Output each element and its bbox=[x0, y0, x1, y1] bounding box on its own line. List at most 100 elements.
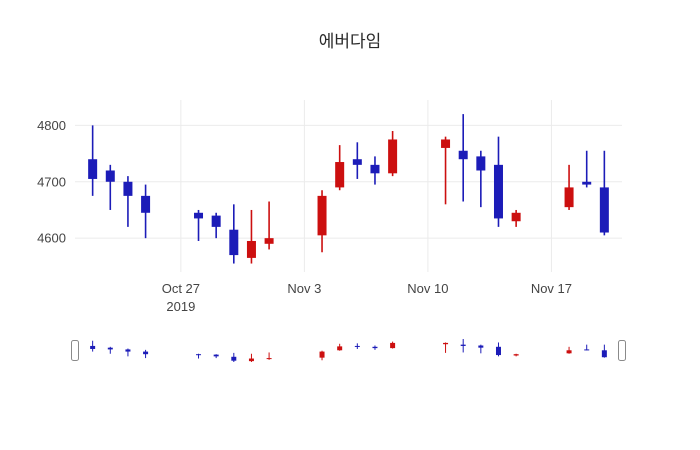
rangeslider-candlestick bbox=[266, 352, 272, 360]
rangeslider-candle-body bbox=[266, 358, 272, 360]
candlestick[interactable] bbox=[335, 145, 345, 191]
rangeslider-candlestick bbox=[143, 349, 149, 359]
candle-body bbox=[441, 139, 451, 148]
candle-body bbox=[88, 159, 98, 179]
rangeslider-candle-body bbox=[390, 342, 396, 349]
rangeslider-candle-body bbox=[354, 345, 360, 347]
rangeslider-candlestick bbox=[319, 350, 325, 361]
x-tick-label: Nov 3 bbox=[287, 281, 321, 296]
candlestick[interactable] bbox=[458, 114, 468, 202]
candle-body bbox=[476, 156, 486, 171]
candlestick[interactable] bbox=[123, 176, 133, 227]
rangeslider-candlestick bbox=[248, 353, 254, 362]
candle-body bbox=[582, 181, 592, 185]
rangeslider-candlestick bbox=[354, 343, 360, 349]
candlestick[interactable] bbox=[264, 201, 274, 250]
rangeslider-candlestick bbox=[90, 340, 96, 352]
rangeslider[interactable] bbox=[71, 339, 626, 362]
rangeslider-candlestick bbox=[478, 344, 484, 354]
candle-body bbox=[388, 139, 398, 174]
rangeslider-handle-left[interactable] bbox=[71, 340, 79, 361]
candlestick[interactable] bbox=[317, 190, 327, 253]
rangeslider-candle-body bbox=[196, 354, 202, 356]
candlestick[interactable] bbox=[352, 142, 362, 179]
rangeslider-candle-body bbox=[90, 345, 96, 349]
candlestick[interactable] bbox=[141, 184, 151, 239]
rangeslider-candlestick bbox=[460, 339, 466, 353]
candle-body bbox=[370, 164, 380, 174]
candle-body bbox=[352, 159, 362, 165]
rangeslider-candlestick bbox=[337, 343, 343, 351]
rangeslider-candlestick bbox=[513, 353, 519, 357]
rangeslider-candlestick bbox=[107, 346, 113, 354]
candlestick[interactable] bbox=[246, 209, 256, 264]
axis-labels: 4600 4700 4800 Oct 27 2019 Nov 3 Nov 10 Nov 17 bbox=[37, 118, 572, 314]
candle-body bbox=[246, 240, 256, 258]
rangeslider-candlestick bbox=[372, 345, 378, 350]
rangeslider-handle-right[interactable] bbox=[618, 340, 626, 361]
chart-title: 에버다임 bbox=[319, 32, 382, 51]
rangeslider-candlestick bbox=[125, 348, 131, 357]
candlestick[interactable] bbox=[564, 164, 574, 210]
candle-body bbox=[141, 195, 151, 213]
candlestick[interactable] bbox=[582, 150, 592, 188]
rangeslider-candle-body bbox=[460, 344, 466, 346]
candle-body bbox=[264, 238, 274, 244]
candlestick[interactable] bbox=[211, 212, 221, 239]
rangeslider-candlestick bbox=[231, 352, 237, 362]
rangeslider-candle-body bbox=[372, 346, 378, 349]
candle-body bbox=[229, 229, 239, 256]
candle-body bbox=[458, 150, 468, 160]
rangeslider-candle-body bbox=[143, 351, 149, 355]
candlestick[interactable] bbox=[370, 156, 380, 185]
x-tick-year-label: 2019 bbox=[166, 299, 195, 314]
rangeslider-candle-body bbox=[319, 351, 325, 358]
candle-body bbox=[564, 187, 574, 208]
y-tick-label: 4800 bbox=[37, 118, 66, 133]
candle-body bbox=[123, 181, 133, 196]
rangeslider-candle-body bbox=[601, 350, 607, 358]
candlestick[interactable] bbox=[388, 131, 398, 177]
candlestick[interactable] bbox=[88, 125, 98, 196]
rangeslider-candle-body bbox=[566, 350, 572, 354]
y-tick-label: 4700 bbox=[37, 174, 66, 189]
rangeslider-candlestick bbox=[443, 342, 449, 353]
rangeslider-candlestick bbox=[196, 353, 202, 359]
x-tick-label: Oct 27 bbox=[162, 281, 200, 296]
rangeslider-candle-body bbox=[337, 346, 343, 351]
candlestick[interactable] bbox=[105, 164, 115, 210]
rangeslider-candle-body bbox=[513, 354, 519, 356]
rangeslider-candle-body bbox=[213, 354, 219, 357]
rangeslider-candle-body bbox=[443, 342, 449, 345]
gridlines bbox=[75, 100, 622, 272]
candlestick[interactable] bbox=[599, 150, 609, 236]
rangeslider-candlestick bbox=[566, 346, 572, 354]
rangeslider-candlestick bbox=[390, 341, 396, 349]
candlestick[interactable] bbox=[511, 209, 521, 227]
candle-body bbox=[211, 215, 221, 227]
candle-body bbox=[194, 212, 204, 219]
candles-layer bbox=[88, 114, 609, 264]
rangeslider-candle-body bbox=[248, 358, 254, 362]
candle-body bbox=[317, 195, 327, 236]
x-tick-label: Nov 17 bbox=[531, 281, 572, 296]
candlestick[interactable] bbox=[229, 204, 239, 264]
rangeslider-candle-body bbox=[478, 345, 484, 348]
candle-body bbox=[599, 187, 609, 233]
rangeslider-candlestick bbox=[601, 344, 607, 358]
rangeslider-candle-body bbox=[495, 346, 501, 356]
candlestick[interactable] bbox=[476, 150, 486, 208]
candle-body bbox=[335, 162, 345, 188]
rangeslider-candle-body bbox=[125, 349, 131, 352]
candlestick[interactable] bbox=[493, 136, 503, 227]
plot-area[interactable] bbox=[75, 100, 622, 272]
candle-body bbox=[511, 212, 521, 222]
x-tick-label: Nov 10 bbox=[407, 281, 448, 296]
candlestick[interactable] bbox=[194, 209, 204, 241]
candlestick[interactable] bbox=[441, 136, 451, 205]
rangeslider-candle-body bbox=[107, 347, 113, 350]
rangeslider-candlestick bbox=[584, 344, 590, 351]
rangeslider-candle-body bbox=[231, 356, 237, 361]
